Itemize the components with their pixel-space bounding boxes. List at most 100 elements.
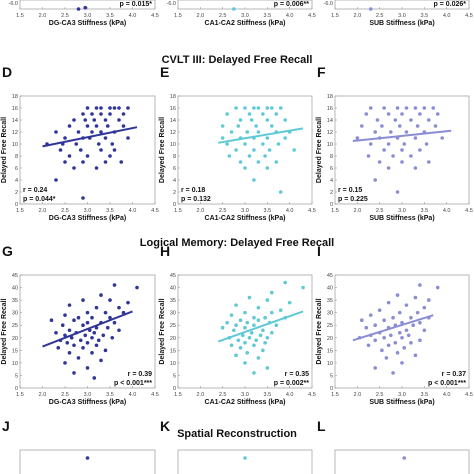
data-point <box>391 315 395 320</box>
x-tick-label: 2.0 <box>197 208 205 214</box>
y-tick-label: 25 <box>170 323 176 329</box>
data-point <box>60 323 65 328</box>
regression-line <box>42 310 133 348</box>
data-point <box>404 328 409 333</box>
y-tick-label: 30 <box>170 311 176 317</box>
data-point <box>278 106 283 110</box>
data-point <box>58 148 63 152</box>
data-point <box>261 142 265 146</box>
x-tick-label: 4.5 <box>465 208 473 214</box>
data-point <box>99 293 103 297</box>
data-point <box>389 130 393 134</box>
data-point <box>418 112 422 116</box>
data-point <box>126 106 130 110</box>
data-point <box>366 343 371 348</box>
y-tick-label: 40 <box>327 286 333 292</box>
data-point <box>96 338 101 343</box>
data-point <box>63 160 67 164</box>
x-tick-label: 4.5 <box>151 208 159 214</box>
panel-d: D 0 2 4 6 8 10 12 14 16 18 1.5 2.0 2.5 3.0 3.5 4.0 4.5 DG-… <box>1 64 159 222</box>
y-axis-label: Delayed Free Recall <box>1 298 8 364</box>
x-tick-label: 4.0 <box>443 13 451 19</box>
x-tick-label: 2.5 <box>376 208 384 214</box>
data-point <box>256 318 261 323</box>
data-point <box>85 341 90 345</box>
x-tick-label: 3.0 <box>84 13 92 19</box>
x-tick-label: 3.0 <box>84 208 92 214</box>
x-tick-label: 3.0 <box>398 392 406 398</box>
data-point <box>94 106 99 110</box>
data-point <box>56 346 61 350</box>
data-point <box>413 295 418 300</box>
data-point <box>276 142 281 146</box>
data-point <box>85 106 90 110</box>
data-point <box>360 318 364 323</box>
x-tick-label: 2.0 <box>197 392 205 398</box>
y-tick-label: 25 <box>327 323 333 329</box>
data-point <box>72 318 76 323</box>
data-point <box>400 160 404 164</box>
data-point <box>54 178 58 182</box>
y-tick-label: 6 <box>173 166 176 172</box>
data-point <box>413 353 418 358</box>
data-point <box>373 366 378 370</box>
data-point <box>397 124 402 128</box>
data-point <box>380 348 384 353</box>
data-point <box>94 305 99 310</box>
panel-letter: F <box>317 64 326 80</box>
data-point <box>85 456 90 460</box>
data-point <box>270 124 274 128</box>
data-point <box>301 285 305 290</box>
y-tick-label: 6 <box>15 166 18 172</box>
data-point <box>404 130 409 134</box>
data-point <box>243 456 247 460</box>
panel-f: F 0 2 4 6 8 10 12 14 16 18 1.5 2.0 2.5 3.0 3.5 4.0 4.5 SUB… <box>316 64 473 222</box>
data-point <box>67 328 72 333</box>
y-tick-label: 35 <box>170 298 176 304</box>
data-point <box>108 315 112 320</box>
data-point <box>256 106 261 110</box>
data-point <box>117 328 121 333</box>
x-tick-label: 2.0 <box>354 208 362 214</box>
x-tick-label: 4.5 <box>308 13 316 19</box>
x-tick-label: 3.0 <box>241 392 249 398</box>
data-point <box>220 136 225 140</box>
data-point <box>90 130 94 134</box>
data-point <box>92 376 97 380</box>
r-value: r = 0.37 <box>442 371 466 378</box>
data-point <box>254 338 258 343</box>
regression-line <box>352 129 452 142</box>
spatial-title: Spatial Reconstruction <box>177 428 297 440</box>
data-point <box>76 315 81 320</box>
x-tick-label: 1.5 <box>331 13 339 19</box>
y-tick-label: 15 <box>170 348 176 354</box>
data-point <box>252 315 256 320</box>
r-value: r = 0.15 <box>338 187 362 194</box>
data-point <box>245 351 250 355</box>
data-point <box>256 130 261 134</box>
data-point <box>81 196 85 200</box>
x-tick-label: 3.5 <box>264 392 272 398</box>
data-point <box>261 112 265 116</box>
data-point <box>263 154 267 158</box>
data-point <box>404 106 409 110</box>
data-point <box>382 148 386 152</box>
data-point <box>409 315 413 320</box>
x-tick-label: 2.5 <box>376 392 384 398</box>
data-point <box>386 343 391 348</box>
data-point <box>74 142 79 146</box>
data-point <box>413 166 418 170</box>
data-point <box>427 298 431 302</box>
plot-area <box>19 449 156 474</box>
y-tick-label: 14 <box>12 118 18 124</box>
data-point <box>368 7 373 11</box>
data-point <box>283 118 288 122</box>
data-point <box>249 330 254 335</box>
x-tick-label: 2.5 <box>219 392 227 398</box>
data-point <box>393 341 398 345</box>
data-point <box>267 148 272 152</box>
data-point <box>440 136 445 140</box>
data-point <box>247 112 252 116</box>
y-tick-label: 14 <box>327 118 333 124</box>
data-point <box>247 295 252 300</box>
